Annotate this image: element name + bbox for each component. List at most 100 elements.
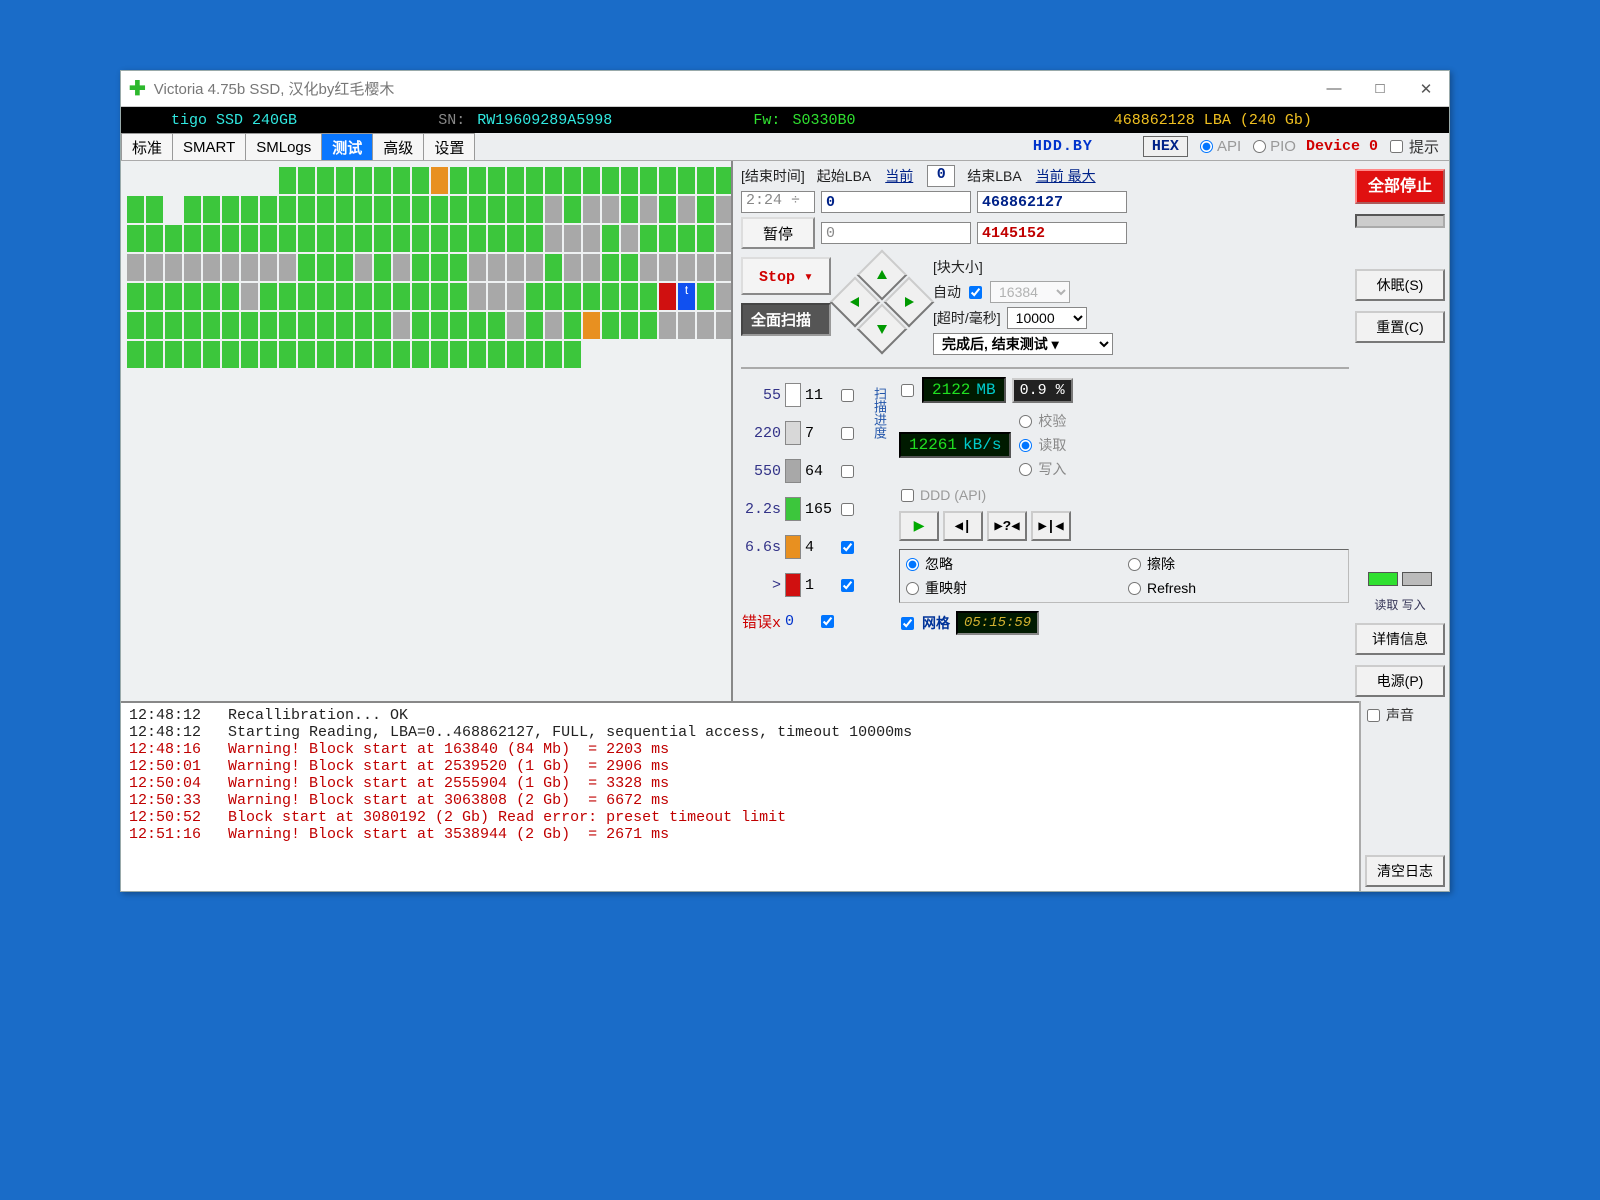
scan-block (165, 254, 182, 281)
stop-all-button[interactable]: 全部停止 (1355, 169, 1445, 204)
mb-checkbox[interactable] (901, 384, 914, 397)
scan-block (393, 341, 410, 368)
read-led-label: 读取 (1374, 598, 1398, 612)
scan-block (412, 312, 429, 339)
nav-diamond (837, 257, 927, 347)
startlba-input[interactable] (821, 191, 971, 213)
scan-block (374, 167, 391, 194)
scan-block (450, 283, 467, 310)
close-button[interactable]: ✕ (1403, 71, 1449, 107)
scan-block (355, 312, 372, 339)
hint-checkbox[interactable]: 提示 (1388, 136, 1439, 157)
legend-checkbox[interactable] (841, 465, 854, 478)
auto-checkbox[interactable] (969, 286, 982, 299)
legend-checkbox[interactable] (841, 579, 854, 592)
minimize-button[interactable]: — (1311, 71, 1357, 107)
scan-block (127, 225, 144, 252)
api-radio[interactable]: API (1198, 138, 1241, 155)
sound-checkbox[interactable]: 声音 (1365, 705, 1445, 725)
scan-block (317, 283, 334, 310)
scan-block (431, 225, 448, 252)
sleep-button[interactable]: 休眠(S) (1355, 269, 1445, 301)
scan-block (146, 312, 163, 339)
step-fwd-button[interactable]: ▶|◀ (1031, 511, 1071, 541)
after-test-select[interactable]: 完成后, 结束测试 ▾ (933, 333, 1113, 355)
scan-block (203, 196, 220, 223)
scan-block (146, 283, 163, 310)
hex-button[interactable]: HEX (1143, 136, 1188, 157)
blksize-select[interactable]: 16384 (990, 281, 1070, 303)
timeout-select[interactable]: 10000 (1007, 307, 1087, 329)
scan-block (146, 225, 163, 252)
scan-block (260, 283, 277, 310)
grid-label: 网格 (922, 613, 950, 633)
remap-radio[interactable]: 重映射 (904, 578, 1122, 598)
reset-button[interactable]: 重置(C) (1355, 311, 1445, 343)
legend-row: 5511 (741, 383, 856, 407)
tab-set[interactable]: 设置 (423, 133, 475, 160)
ignore-radio[interactable]: 忽略 (904, 554, 1122, 574)
legend-checkbox[interactable] (841, 503, 854, 516)
scan-block (412, 283, 429, 310)
tab-smlogs[interactable]: SMLogs (245, 133, 322, 160)
scan-block (583, 283, 600, 310)
timeout-label: [超时/毫秒] (933, 308, 1001, 328)
clear-log-button[interactable]: 清空日志 (1365, 855, 1445, 887)
play-button[interactable]: ▶ (899, 511, 939, 541)
refresh-radio[interactable]: Refresh (1126, 578, 1344, 598)
scan-block (393, 196, 410, 223)
curmax-link[interactable]: 当前 最大 (1034, 166, 1098, 186)
hdd-by-link[interactable]: HDD.BY (1033, 138, 1093, 155)
seek-button[interactable]: ▶?◀ (987, 511, 1027, 541)
cur-pos-field[interactable] (821, 222, 971, 244)
log-line: 12:50:01 Warning! Block start at 2539520… (129, 758, 1351, 775)
endlba-input[interactable] (977, 191, 1127, 213)
tab-std[interactable]: 标准 (121, 133, 173, 160)
scan-block (450, 312, 467, 339)
scan-block (184, 254, 201, 281)
grid-checkbox[interactable] (901, 617, 914, 630)
pause-button[interactable]: 暂停 (741, 217, 815, 249)
pct-pill: 0.9 % (1012, 378, 1073, 403)
scan-block (127, 283, 144, 310)
scan-block (640, 196, 657, 223)
verify-radio[interactable]: 校验 (1017, 411, 1066, 431)
scan-block (336, 312, 353, 339)
maximize-button[interactable]: □ (1357, 71, 1403, 107)
scan-block (488, 341, 505, 368)
scan-block (241, 283, 258, 310)
legend-checkbox[interactable] (841, 389, 854, 402)
tab-adv[interactable]: 高级 (372, 133, 424, 160)
erase-radio[interactable]: 擦除 (1126, 554, 1344, 574)
scan-block (279, 254, 296, 281)
scan-block (431, 283, 448, 310)
write-radio[interactable]: 写入 (1017, 459, 1066, 479)
side-column: 全部停止 休眠(S) 重置(C) 读取 写入 详情信息 电源(P) (1355, 165, 1445, 697)
scan-block (697, 254, 714, 281)
stop-button[interactable]: Stop ▾ (741, 257, 831, 295)
app-icon: ✚ (129, 76, 146, 101)
blk-field[interactable] (977, 222, 1127, 244)
legend-checkbox[interactable] (841, 427, 854, 440)
tab-smart[interactable]: SMART (172, 133, 246, 160)
current-link[interactable]: 当前 (883, 166, 915, 186)
read-radio[interactable]: 读取 (1017, 435, 1066, 455)
pio-radio[interactable]: PIO (1251, 138, 1296, 155)
ddd-checkbox[interactable]: DDD (API) (899, 487, 1349, 503)
step-back-button[interactable]: ◀| (943, 511, 983, 541)
power-button[interactable]: 电源(P) (1355, 665, 1445, 697)
scan-block (697, 225, 714, 252)
info-button[interactable]: 详情信息 (1355, 623, 1445, 655)
scan-block (469, 225, 486, 252)
scan-block (431, 167, 448, 194)
scan-block (621, 254, 638, 281)
legend-err-checkbox[interactable] (821, 615, 834, 628)
scan-block (203, 312, 220, 339)
tab-test[interactable]: 测试 (321, 133, 373, 160)
legend-checkbox[interactable] (841, 541, 854, 554)
log-pane[interactable]: 12:48:12 Recallibration... OK12:48:12 St… (121, 701, 1359, 891)
scan-block (640, 312, 657, 339)
fullscan-button[interactable]: 全面扫描 (741, 303, 831, 336)
scan-block (355, 341, 372, 368)
scan-block (526, 312, 543, 339)
